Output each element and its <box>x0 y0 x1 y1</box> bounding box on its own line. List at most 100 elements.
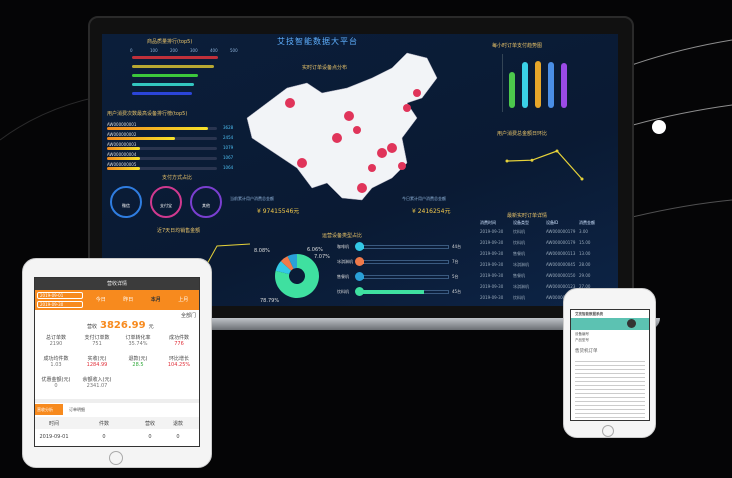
top-products-chart: 0 100 200 300 400 500 <box>130 48 238 101</box>
order-cell: 28.00 <box>579 262 591 267</box>
pay-title: 支付方式占比 <box>162 175 193 181</box>
pay-ring-label: 微信 <box>122 203 130 208</box>
hour-bar-chart <box>502 54 572 112</box>
order-cell: 饮料机 <box>513 229 525 234</box>
trend-title: 用户消费总金额日环比 <box>497 131 548 137</box>
table-row[interactable]: 2019-09-01 0 0 0 <box>35 431 199 443</box>
trend-point <box>580 177 584 181</box>
tab-period[interactable]: 今日 <box>95 297 106 303</box>
tab-period[interactable]: 上月 <box>178 297 189 303</box>
axis-tick: 400 <box>210 48 218 53</box>
share-row-count: 45台 <box>452 289 462 294</box>
pie-slice <box>287 254 297 269</box>
rank-value: 1079 <box>223 145 234 150</box>
map-markers <box>285 89 421 193</box>
share-dot <box>355 242 364 251</box>
department-select[interactable]: 全部门 <box>180 313 196 319</box>
stat-value: 35.74% <box>128 341 148 347</box>
pie-slice <box>275 254 319 298</box>
pie-label: 6.06% <box>307 247 323 253</box>
table-cell: 0 <box>102 434 106 440</box>
pie-label: 78.79% <box>260 298 279 304</box>
stat-label: 订单转化率 <box>125 335 151 341</box>
share-title: 运营设备类型占比 <box>322 233 363 239</box>
share-track <box>359 260 449 264</box>
hour-title: 每小时订单支付趋势图 <box>492 43 543 49</box>
filter-device[interactable]: 设备编号 <box>575 332 589 336</box>
order-cell: 2019-09-30 <box>480 240 504 245</box>
stat-value: 776 <box>174 341 184 347</box>
stat-value: 2190 <box>49 341 63 347</box>
table-header-cell: 退款 <box>172 421 183 427</box>
order-cell: 3.00 <box>579 229 588 234</box>
top-products-title: 商品质量排行(top5) <box>147 39 193 45</box>
share-dot <box>355 272 364 281</box>
rank-track <box>107 167 217 170</box>
trend-point <box>530 158 534 162</box>
tab-period[interactable]: 昨日 <box>123 297 134 303</box>
rank-track <box>107 147 217 150</box>
china-map <box>246 52 438 201</box>
share-track <box>359 275 449 279</box>
phone: 艾技智能数据系统 设备编号 产品型号 售货机订单 <box>563 288 656 438</box>
order-cell: 2019-09-30 <box>480 295 504 300</box>
axis-tick: 500 <box>230 48 238 53</box>
today-label: 今日累计用户消费总金额 <box>402 196 446 201</box>
trend-point <box>555 149 559 153</box>
dashboard-title: 艾技智能数据大平台 <box>277 37 358 46</box>
tab-revenue-analysis[interactable]: 营收分析 <box>35 404 63 415</box>
phone-home-button[interactable] <box>602 425 614 437</box>
share-pie: 78.79% 8.08% 6.06%7.07% <box>254 247 330 304</box>
order-cell: 饮料机 <box>513 295 525 300</box>
axis-tick: 100 <box>150 48 158 53</box>
filter-model[interactable]: 产品型号 <box>575 338 589 342</box>
section-title: 售货机订单 <box>575 349 598 354</box>
laptop-base <box>70 318 660 330</box>
share-row-name: 饮料机 <box>337 289 349 294</box>
share-row-count: 7台 <box>452 259 459 264</box>
phone-screen: 艾技智能数据系统 设备编号 产品型号 售货机订单 <box>570 309 650 421</box>
device-rank-list: AW000000001 3628 AW000000002 2454 AW00000000… <box>107 122 242 172</box>
rank-value: 1067 <box>223 155 234 160</box>
rank-track <box>107 157 217 160</box>
stat-label: 退款(元) <box>128 356 148 362</box>
order-cell: AW000000121 <box>546 295 576 300</box>
stat-value: 28.5 <box>132 362 144 368</box>
order-table-header: 设备类型 <box>513 220 529 225</box>
tab-order-detail[interactable]: 订单明细 <box>69 407 85 412</box>
share-row-name: 售餐机 <box>337 274 349 279</box>
stat-value: 1.03 <box>50 362 62 368</box>
pay-rings: 微信 支付宝 其他 <box>110 186 235 221</box>
device-id: AW000000002 <box>107 132 137 137</box>
total-label: 当前累计用户消费总金额 <box>230 196 274 201</box>
home-button[interactable] <box>109 451 123 465</box>
table-header-cell: 营收 <box>144 421 155 427</box>
pie-slice <box>280 256 294 271</box>
tab-period[interactable]: 本月 <box>150 297 161 303</box>
order-cell: 13.00 <box>579 251 591 256</box>
rank-value: 1064 <box>223 165 234 170</box>
stat-label: 支付订单数 <box>84 335 110 341</box>
pay-ring-label: 支付宝 <box>160 203 172 208</box>
order-list <box>575 358 645 418</box>
stat-label: 环比增长 <box>168 356 189 362</box>
share-row-count: 44台 <box>452 244 462 249</box>
table-header-cell: 件数 <box>98 421 109 427</box>
revenue-value: 3826.99 <box>100 320 146 331</box>
revenue-unit: 元 <box>148 324 154 330</box>
stat-value: 104.25% <box>167 362 191 368</box>
start-date-input[interactable]: 2019-09-01 <box>37 292 83 299</box>
hour-bar <box>548 62 554 108</box>
rank-bar <box>107 167 140 170</box>
product-bar <box>132 56 218 59</box>
divider <box>35 399 199 403</box>
end-date-input[interactable]: 2019-09-30 <box>37 301 83 308</box>
stat-value: 0 <box>54 383 58 389</box>
order-cell: 2019-09-30 <box>480 229 504 234</box>
hour-bar <box>509 72 515 108</box>
order-cell: 饮料机 <box>513 240 525 245</box>
dashboard-screen: 艾技智能数据大平台 商品质量排行(top5) 0 100 200 300 400 500 … <box>102 34 618 306</box>
phone-banner <box>571 318 649 330</box>
background-dot <box>652 120 666 134</box>
axis-tick: 0 <box>130 48 133 53</box>
